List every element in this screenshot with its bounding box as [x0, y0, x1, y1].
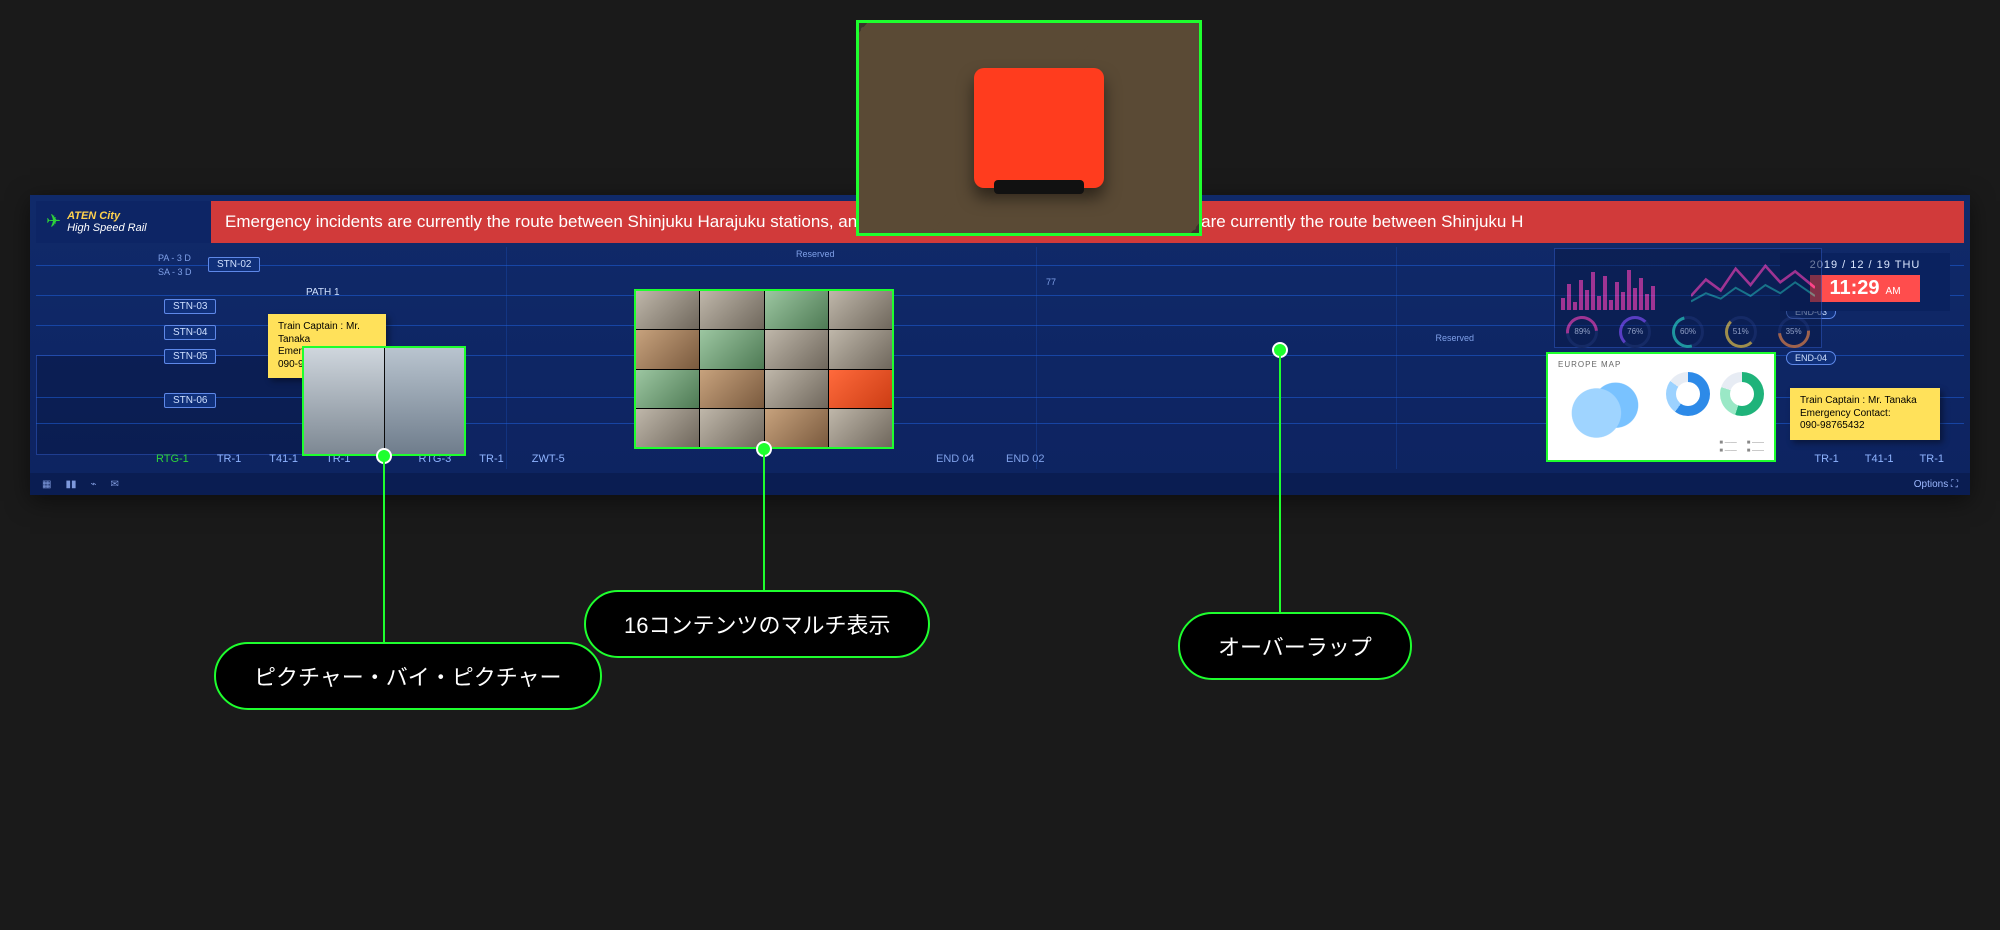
toolbar-grid-icon[interactable]: ▦ — [42, 479, 51, 490]
end-pill-04[interactable]: END-04 — [1786, 351, 1836, 365]
dashboard-gauges: 89%76%60%51%35% — [1561, 316, 1815, 348]
clock-time: 11:29AM — [1810, 275, 1920, 302]
donut-1 — [1666, 372, 1710, 416]
pbp-source-b — [385, 348, 465, 454]
map-legend: ■ ——■ ——■ ——■ —— — [1719, 440, 1764, 454]
detail-popout[interactable] — [856, 20, 1202, 236]
logo-line1: ATEN City — [67, 210, 147, 222]
pbp-source-a — [304, 348, 385, 454]
station-04[interactable]: STN-04 — [164, 325, 216, 340]
label-pa: PA - 3 D — [158, 253, 191, 263]
wall-toolbar: ▦ ▮▮ ⌁ ✉ Options ⛶ — [30, 473, 1970, 495]
station-06[interactable]: STN-06 — [164, 393, 216, 408]
toolbar-bars-icon[interactable]: ▮▮ — [65, 479, 76, 490]
donut-2 — [1720, 372, 1764, 416]
callout-multiview: 16コンテンツのマルチ表示 — [584, 590, 930, 658]
connector-line-pbp — [383, 456, 385, 646]
seg-77: 77 — [1046, 277, 1056, 287]
sticky-note-right[interactable]: Train Captain : Mr. TanakaEmergency Cont… — [1790, 388, 1940, 440]
path-label: PATH 1 — [306, 287, 340, 298]
reserved-label-1: Reserved — [796, 249, 835, 259]
logo-line2: High Speed Rail — [67, 222, 147, 234]
logo-arrow-icon: ✈ — [46, 212, 61, 232]
map-card-title: EUROPE MAP — [1558, 360, 1621, 369]
dashboard-bars — [1561, 255, 1685, 310]
brand-logo: ✈ ATEN City High Speed Rail — [36, 201, 211, 243]
toolbar-chart-icon[interactable]: ⌁ — [90, 479, 96, 490]
station-02[interactable]: STN-02 — [208, 257, 260, 272]
toolbar-mail-icon[interactable]: ✉ — [111, 479, 119, 490]
station-03[interactable]: STN-03 — [164, 299, 216, 314]
bottom-row-labels-right: TR-1 T41-1 TR-1 — [1814, 453, 1944, 465]
dashboard-sparkline — [1691, 255, 1815, 310]
callout-overlap: オーバーラップ — [1178, 612, 1412, 680]
callout-pbp: ピクチャー・バイ・ピクチャー — [214, 642, 602, 710]
label-sa: SA - 3 D — [158, 267, 192, 277]
metrics-dashboard[interactable]: 89%76%60%51%35% — [1554, 248, 1822, 348]
connector-line-overlap — [1279, 350, 1281, 615]
reserved-label-2: Reserved — [1435, 333, 1474, 343]
connector-line-multi — [763, 449, 765, 594]
station-05[interactable]: STN-05 — [164, 349, 216, 364]
expand-icon[interactable]: ⛶ — [1951, 479, 1958, 490]
europe-map-shape — [1558, 374, 1654, 452]
toolbar-options[interactable]: Options ⛶ — [1914, 479, 1958, 490]
suitcase-icon — [974, 68, 1104, 188]
multiview-panel[interactable] — [634, 289, 894, 449]
pbp-panel[interactable] — [302, 346, 466, 456]
map-card[interactable]: EUROPE MAP ■ ——■ ——■ ——■ —— — [1546, 352, 1776, 462]
